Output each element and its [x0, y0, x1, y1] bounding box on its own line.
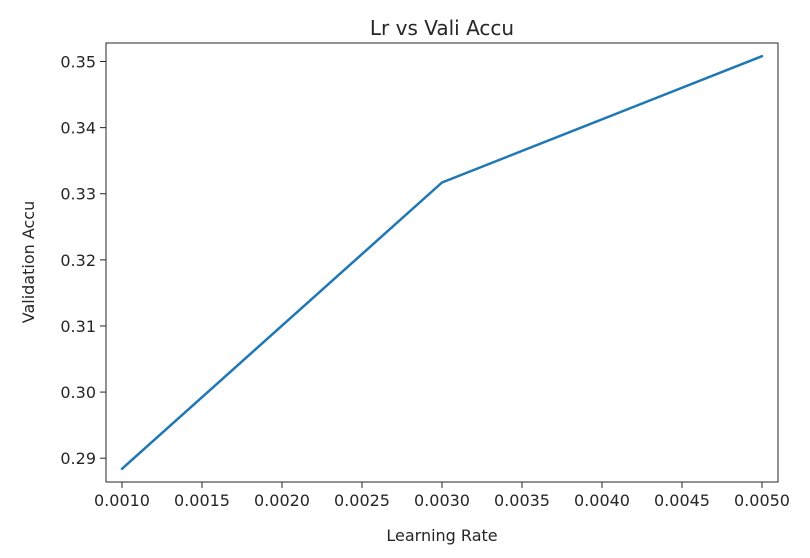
x-tick-label: 0.0035 [494, 491, 550, 510]
x-tick-label: 0.0020 [254, 491, 310, 510]
series-line [120, 54, 764, 471]
chart-title: Lr vs Vali Accu [370, 16, 514, 40]
x-tick-label: 0.0025 [334, 491, 390, 510]
x-axis-label: Learning Rate [386, 526, 497, 545]
plot-area [105, 42, 779, 483]
y-tick-label: 0.35 [60, 53, 96, 72]
series-layer [120, 54, 764, 471]
y-tick-label: 0.32 [60, 251, 96, 270]
y-tick-label: 0.34 [60, 119, 96, 138]
x-tick-label: 0.0010 [94, 491, 150, 510]
x-tick-label: 0.0040 [574, 491, 630, 510]
y-axis-label: Validation Accu [19, 201, 38, 324]
x-tick-label: 0.0045 [654, 491, 710, 510]
y-tick-label: 0.33 [60, 185, 96, 204]
x-tick-label: 0.0030 [414, 491, 470, 510]
x-tick-label: 0.0015 [174, 491, 230, 510]
x-axis: 0.0010 0.0015 0.0020 0.0025 0.0030 0.0035 0.00… [94, 482, 790, 510]
x-tick-label: 0.0050 [734, 491, 790, 510]
y-tick-label: 0.30 [60, 383, 96, 402]
y-tick-label: 0.31 [60, 317, 96, 336]
y-tick-label: 0.29 [60, 449, 96, 468]
y-axis: 0.29 0.30 0.31 0.32 0.33 0.34 0.35 [60, 53, 106, 468]
